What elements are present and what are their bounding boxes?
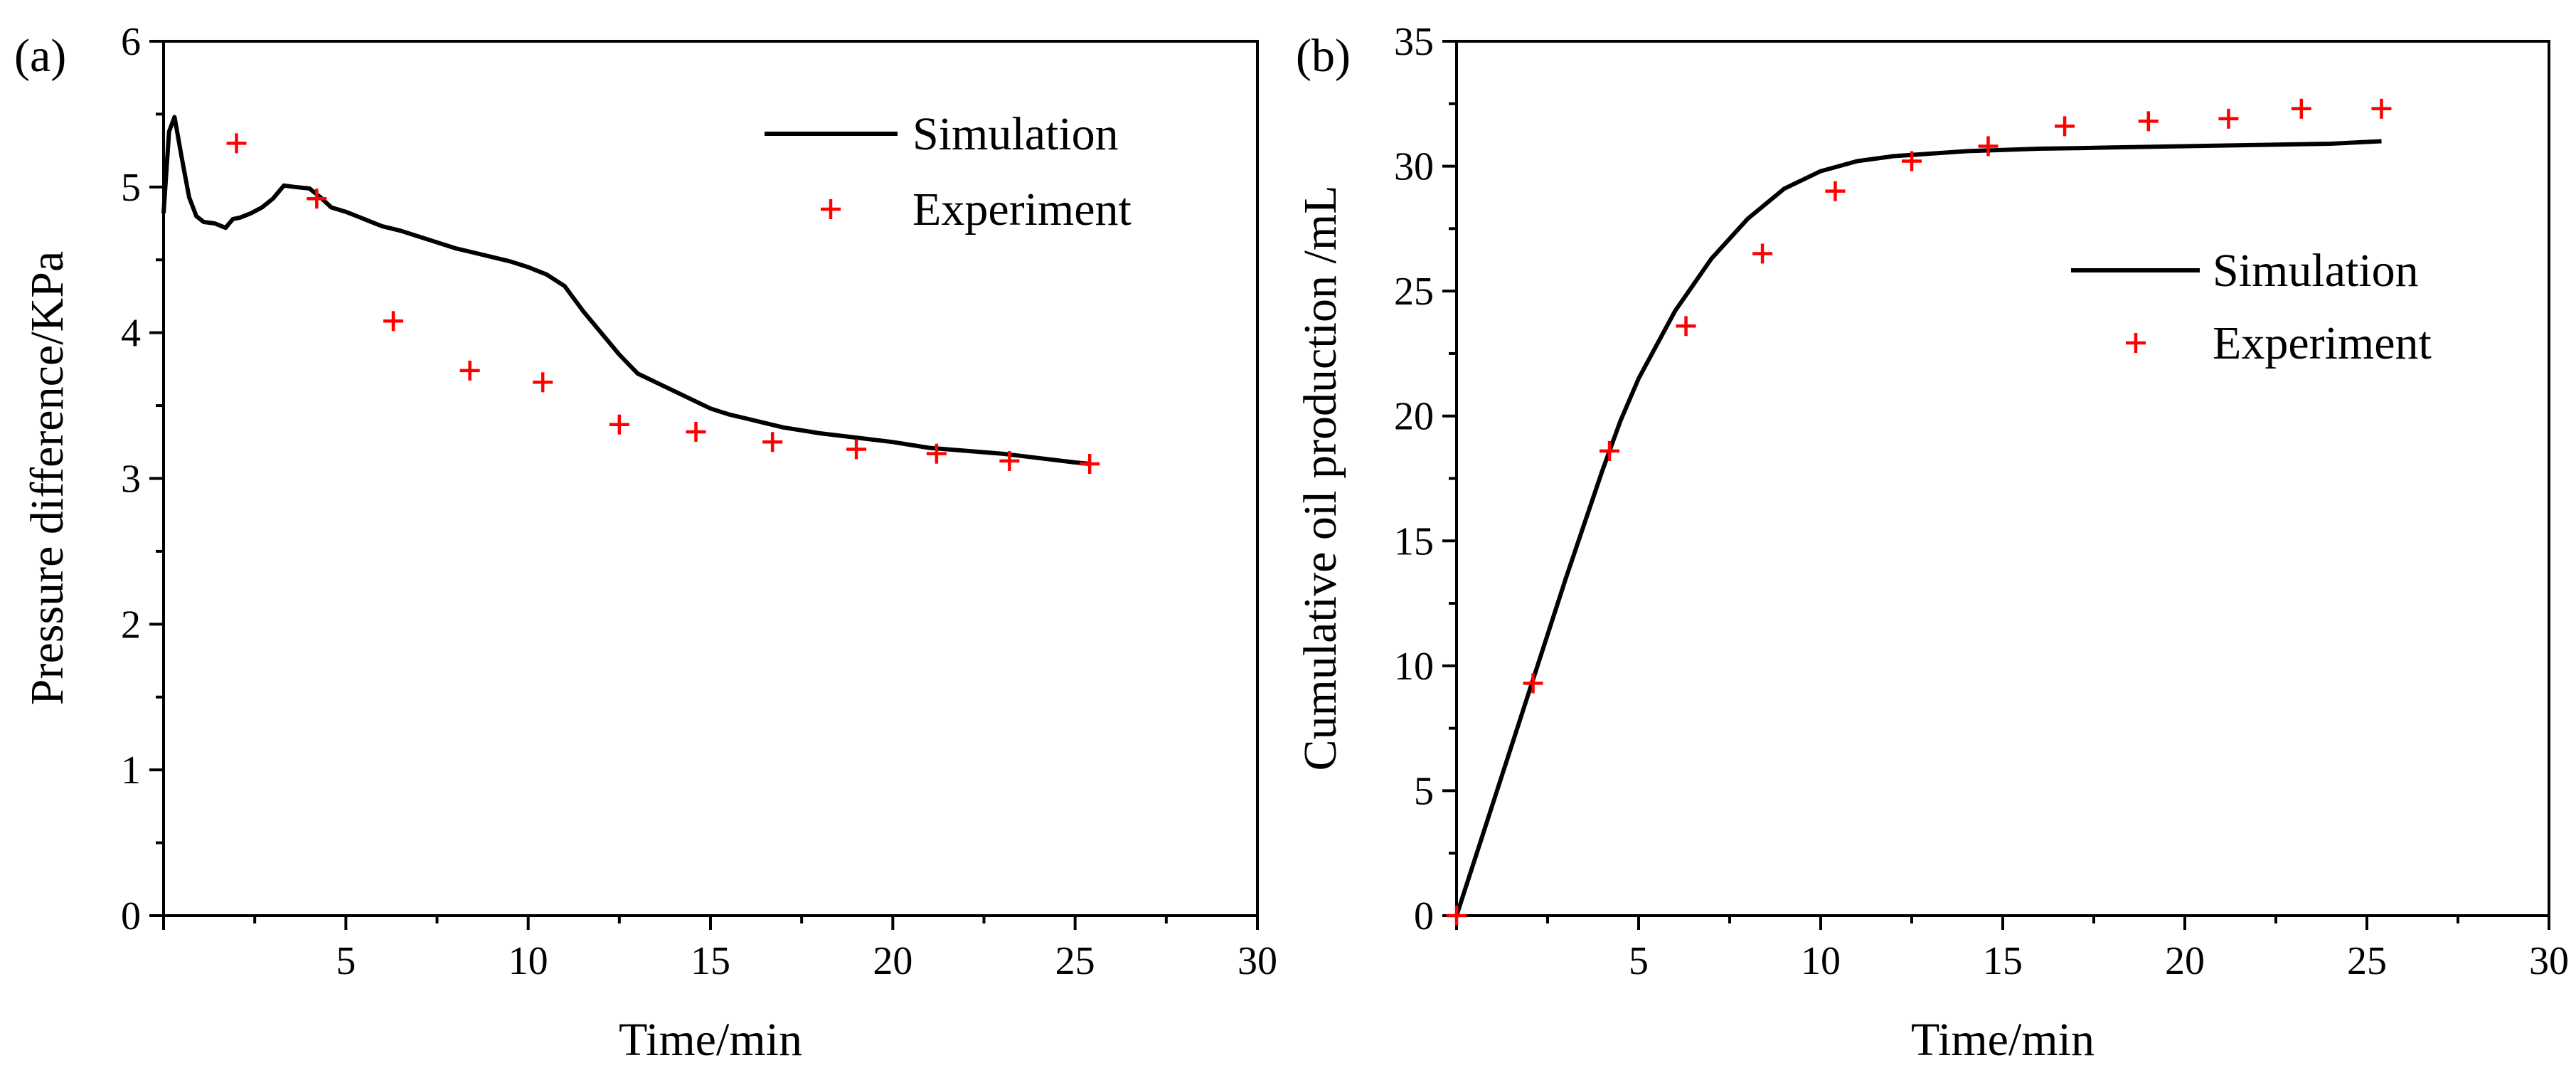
experiment-point bbox=[1825, 181, 1846, 201]
y-tick-label: 10 bbox=[1394, 645, 1434, 689]
x-tick-label: 30 bbox=[2529, 939, 2569, 983]
experiment-point bbox=[1752, 243, 1773, 264]
experiment-point bbox=[1447, 906, 1467, 926]
y-tick-label: 2 bbox=[121, 603, 141, 647]
experiment-point bbox=[226, 133, 247, 154]
experiment-point bbox=[609, 414, 629, 435]
experiment-point bbox=[686, 421, 706, 442]
experiment-point bbox=[926, 443, 947, 464]
panel-label: (b) bbox=[1296, 30, 1351, 82]
experiment-point bbox=[762, 432, 783, 452]
y-tick-label: 25 bbox=[1394, 270, 1434, 314]
y-tick-label: 30 bbox=[1394, 145, 1434, 189]
experiment-point bbox=[2218, 108, 2239, 129]
y-tick-label: 5 bbox=[1414, 769, 1434, 813]
experiment-point bbox=[459, 360, 480, 381]
y-tick-label: 3 bbox=[121, 457, 141, 502]
y-tick-label: 20 bbox=[1394, 395, 1434, 439]
panel-label: (a) bbox=[14, 30, 66, 82]
legend-experiment-label: Experiment bbox=[2213, 317, 2432, 369]
experiment-point bbox=[1523, 673, 1543, 694]
experiment-point bbox=[1676, 316, 1696, 337]
experiment-point bbox=[2055, 116, 2075, 137]
x-tick-label: 25 bbox=[2347, 939, 2387, 983]
legend-simulation-label: Simulation bbox=[2213, 245, 2419, 297]
x-tick-label: 20 bbox=[873, 939, 912, 983]
plot-frame bbox=[162, 40, 1259, 917]
experiment-point bbox=[1600, 440, 1620, 461]
x-tick-label: 25 bbox=[1055, 939, 1095, 983]
legend: Simulation Experiment bbox=[2071, 245, 2432, 369]
y-tick-label: 0 bbox=[121, 894, 141, 938]
simulation-line bbox=[161, 115, 1090, 466]
legend: Simulation Experiment bbox=[765, 108, 1132, 235]
x-tick-label: 10 bbox=[1801, 939, 1841, 983]
chart-panel-b: (b) 5 10 15 20 25 30 0 5 10 15 20 25 30 35 Time/min Cumu… bbox=[1294, 20, 2569, 1066]
experiment-point bbox=[1902, 151, 1922, 171]
x-tick-label: 5 bbox=[1629, 939, 1649, 983]
y-tick-label: 4 bbox=[121, 312, 141, 356]
experiment-point bbox=[2371, 98, 2392, 119]
x-axis-title: Time/min bbox=[1911, 1014, 2095, 1066]
y-tick-label: 35 bbox=[1394, 20, 1434, 64]
experiment-point bbox=[533, 372, 553, 393]
experiment-point bbox=[307, 189, 327, 209]
x-tick-label: 5 bbox=[336, 939, 356, 983]
x-axis-title: Time/min bbox=[619, 1014, 802, 1066]
experiment-point bbox=[383, 311, 403, 332]
experiment-point bbox=[846, 439, 867, 460]
legend-simulation-label: Simulation bbox=[912, 108, 1119, 160]
y-axis-title: Cumulative oil production /mL bbox=[1294, 185, 1346, 770]
x-tick-label: 15 bbox=[1983, 939, 2023, 983]
simulation-line bbox=[1454, 139, 2382, 916]
x-tick-label: 15 bbox=[691, 939, 730, 983]
x-tick-label: 20 bbox=[2165, 939, 2205, 983]
experiment-point bbox=[999, 450, 1020, 471]
legend-experiment-label: Experiment bbox=[912, 184, 1132, 235]
experiment-point bbox=[2291, 98, 2311, 119]
y-axis-title: Pressure difference/KPa bbox=[21, 251, 73, 705]
x-tick-label: 10 bbox=[509, 939, 548, 983]
plot-frame bbox=[1455, 40, 2550, 917]
experiment-point bbox=[1080, 454, 1100, 475]
y-tick-label: 1 bbox=[121, 748, 141, 793]
y-tick-label: 5 bbox=[121, 166, 141, 210]
x-tick-label: 30 bbox=[1238, 939, 1277, 983]
chart-panel-a: (a) 5 10 15 20 25 30 0 1 2 3 4 5 6 Time/min Pressure di… bbox=[14, 20, 1277, 1066]
experiment-point bbox=[2138, 111, 2159, 132]
y-tick-label: 0 bbox=[1414, 894, 1434, 938]
y-tick-label: 6 bbox=[121, 20, 141, 64]
experiment-point bbox=[1978, 136, 1998, 157]
y-tick-label: 15 bbox=[1394, 519, 1434, 563]
